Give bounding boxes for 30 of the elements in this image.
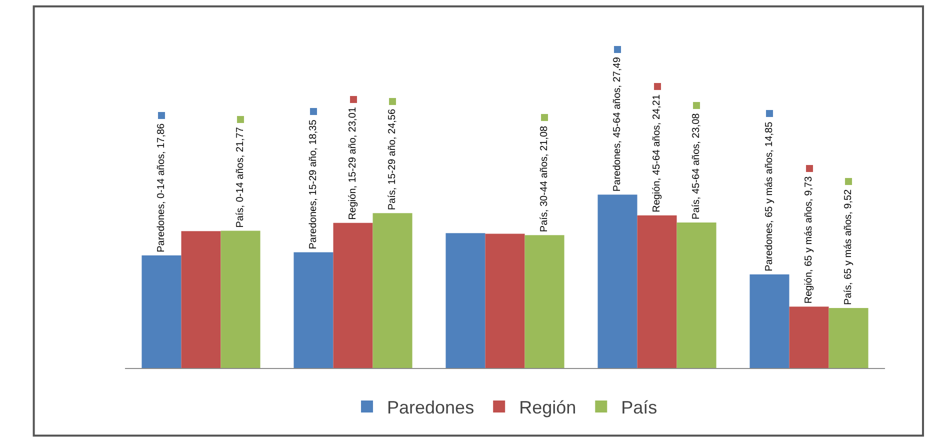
bar: [789, 306, 829, 368]
legend-label: Región: [519, 398, 576, 418]
legend-label: País: [621, 398, 658, 418]
bar: [485, 234, 525, 368]
data-label: Paredones, 15-29 año, 18,35: [308, 119, 319, 250]
data-label: Región, 15-29 año, 23,01: [348, 106, 358, 220]
data-label: Región, 65 y más años, 9,73: [804, 176, 814, 304]
bar: [142, 255, 182, 368]
bar: [598, 194, 638, 368]
bar: [524, 235, 564, 368]
data-label: Paredones, 0-14 años, 17,86: [156, 122, 167, 252]
bar: [294, 252, 334, 368]
data-label: Paredones, 45-64 años, 27,49: [612, 56, 623, 192]
data-label: País, 30-44 años, 21,08: [539, 125, 550, 232]
bar: [750, 274, 790, 368]
bar: [333, 222, 373, 368]
bar: [676, 222, 716, 368]
data-label: País, 0-14 años, 21,77: [235, 126, 246, 228]
data-label: País, 65 y más años, 9,52: [843, 188, 854, 305]
bar: [372, 213, 412, 368]
data-label: Región, 45-64 años, 24,21: [652, 94, 662, 212]
bar: [828, 308, 868, 368]
data-label: País, 45-64 años, 23,08: [691, 112, 702, 220]
bar: [446, 233, 486, 368]
data-label: Paredones, 65 y más años, 14,85: [764, 121, 775, 272]
legend-label: Paredones: [387, 398, 474, 418]
data-label: País, 15-29 año, 24,56: [387, 108, 398, 210]
bar: [181, 231, 221, 368]
bar: [220, 230, 260, 368]
bar: [637, 215, 677, 368]
